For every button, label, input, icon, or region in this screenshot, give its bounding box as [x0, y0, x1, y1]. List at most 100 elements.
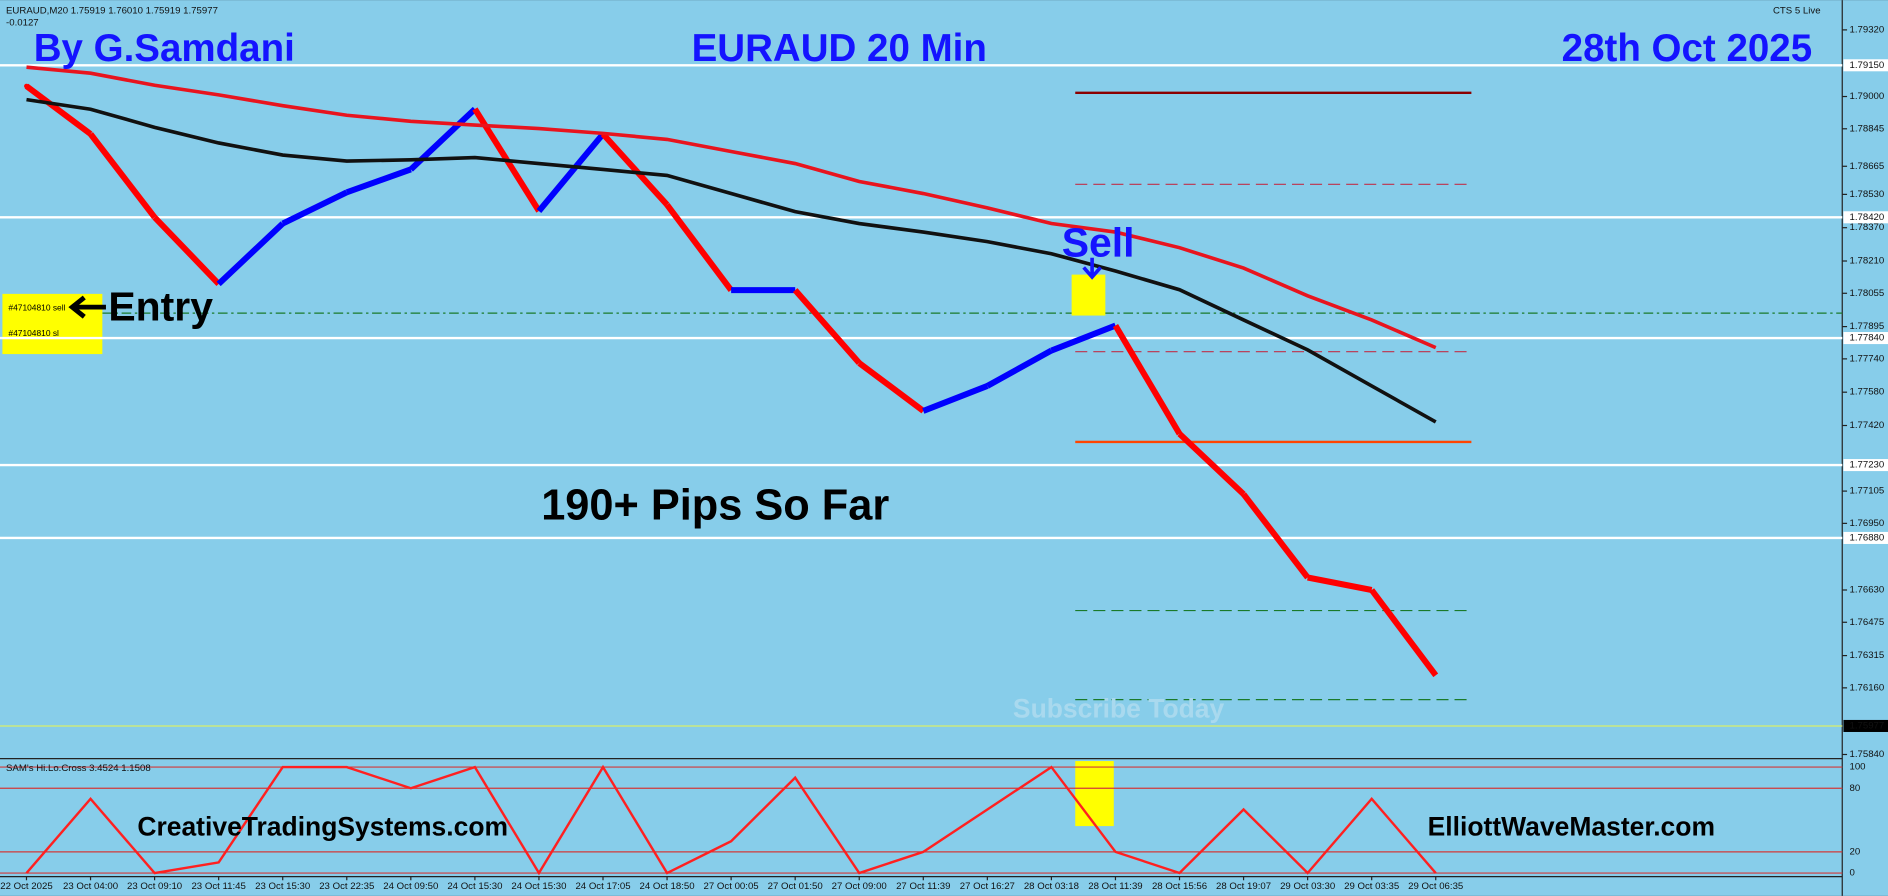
date: 28th Oct 2025	[1562, 27, 1812, 70]
site-left: CreativeTradingSystems.com	[137, 811, 508, 841]
entry-arrow	[68, 295, 106, 319]
y-tick-label: 1.78055	[1849, 288, 1884, 299]
x-tick-label: 24 Oct 15:30	[447, 881, 502, 892]
level-label: 1.76880	[1849, 532, 1884, 543]
x-tick-label: 23 Oct 09:10	[127, 881, 182, 892]
price-segment	[600, 131, 670, 207]
level-box	[1843, 459, 1888, 472]
price-segment	[792, 288, 862, 366]
x-tick-label: 23 Oct 11:45	[191, 881, 245, 892]
level-box	[1843, 332, 1888, 345]
oscillator	[25, 764, 1437, 876]
x-tick-label: 28 Oct 11:39	[1088, 881, 1142, 892]
entry-box	[2, 293, 103, 355]
sell-label: Sell	[1062, 220, 1135, 266]
marks	[0, 64, 1843, 876]
x-tick-label: 29 Oct 06:35	[1408, 881, 1463, 892]
level-box	[1843, 531, 1888, 544]
last-price-box	[1843, 719, 1888, 732]
y-tick-label: 1.77420	[1849, 420, 1884, 431]
y-tick-label: 1.79000	[1849, 91, 1884, 102]
x-tick-label: 22 Oct 2025	[0, 881, 52, 892]
osc-tick-label: 80	[1849, 783, 1860, 794]
price-segment	[1177, 431, 1246, 497]
price-segment	[1112, 324, 1183, 436]
price-segment	[664, 202, 734, 292]
x-tick-label: 24 Oct 18:50	[639, 881, 694, 892]
y-tick-label: 1.77895	[1849, 321, 1884, 332]
y-tick-label: 1.77740	[1849, 353, 1884, 364]
y-tick-label: 1.78665	[1849, 161, 1884, 172]
pips-label: 190+ Pips So Far	[541, 482, 889, 530]
price-segment	[24, 83, 93, 137]
price-segment	[1369, 588, 1439, 678]
x-tick-label: 24 Oct 15:30	[511, 881, 566, 892]
x-tick-label: 27 Oct 11:39	[896, 881, 950, 892]
x-tick-label: 23 Oct 15:30	[255, 881, 310, 892]
price-segment	[345, 166, 412, 196]
price-segment	[1050, 322, 1117, 354]
x-tick-label: 28 Oct 03:18	[1024, 881, 1079, 892]
sell-arrow	[1082, 257, 1102, 280]
y-tick-label: 1.76315	[1849, 650, 1884, 661]
x-tick-label: 29 Oct 03:35	[1344, 881, 1399, 892]
site-right: ElliottWaveMaster.com	[1428, 811, 1715, 841]
price-segment	[536, 132, 606, 213]
slow-ma	[26, 65, 1437, 350]
x-tick-label: 23 Oct 22:35	[319, 881, 374, 892]
subscribe-label: Subscribe Today	[1013, 693, 1225, 723]
level-label: 1.77230	[1849, 460, 1884, 471]
y-tick-label: 1.76950	[1849, 518, 1884, 529]
y-tick-label: 1.78370	[1849, 222, 1884, 233]
order-sell: #47104810 sell	[8, 303, 65, 313]
osc-highlight	[1075, 761, 1114, 827]
author: By G.Samdani	[34, 27, 295, 70]
price-segment	[1307, 574, 1373, 593]
level-box	[1843, 59, 1888, 72]
header: EURAUD,M20 1.75919 1.76010 1.75919 1.759…	[6, 5, 218, 16]
x-tick-label: 27 Oct 00:05	[704, 881, 759, 892]
y-tick-label: 1.78845	[1849, 123, 1884, 134]
price-segment	[1241, 492, 1311, 580]
x-tick-label: 28 Oct 15:56	[1152, 881, 1207, 892]
y-tick-label: 1.78530	[1849, 189, 1884, 200]
x-tick-label: 24 Oct 17:05	[575, 881, 630, 892]
mid-ma	[26, 97, 1437, 424]
y-tick-label: 1.75840	[1849, 749, 1884, 760]
change: -0.0127	[6, 18, 39, 29]
y-tick-label: 1.79320	[1849, 24, 1884, 35]
x-tick-label: 29 Oct 03:30	[1280, 881, 1335, 892]
y-tick-label: 1.77105	[1849, 486, 1884, 497]
entry-label: Entry	[108, 283, 213, 329]
price-segment	[88, 132, 157, 220]
y-tick-label: 1.76630	[1849, 585, 1884, 596]
price-segment	[216, 221, 285, 287]
badge: CTS 5 Live	[1773, 5, 1821, 16]
price-segment	[152, 215, 221, 286]
last-price-label: 1.75977	[1849, 721, 1884, 732]
y-tick-label: 1.78210	[1849, 256, 1884, 267]
x-tick-label: 27 Oct 01:50	[768, 881, 823, 892]
osc-tick-label: 20	[1849, 846, 1860, 857]
level-box	[1843, 211, 1888, 224]
sell-highlight	[1071, 274, 1106, 316]
y-tick-label: 1.76160	[1849, 682, 1884, 693]
x-tick-label: 27 Oct 16:27	[960, 881, 1015, 892]
level-label: 1.79150	[1849, 60, 1884, 71]
price-segment	[922, 383, 989, 414]
x-tick-label: 28 Oct 19:07	[1216, 881, 1271, 892]
price-segment	[281, 189, 349, 227]
y-tick-label: 1.77580	[1849, 387, 1884, 398]
osc-tick-label: 100	[1849, 762, 1865, 773]
x-tick-label: 24 Oct 09:50	[383, 881, 438, 892]
chart-title: EURAUD 20 Min	[692, 27, 987, 70]
osc-name: SAM's Hi.Lo.Cross 3.4524 1.1508	[6, 763, 151, 774]
level-label: 1.77840	[1849, 333, 1884, 344]
osc-tick-label: 0	[1849, 868, 1854, 879]
order-sl: #47104810 sl	[8, 328, 59, 338]
x-tick-label: 23 Oct 04:00	[63, 881, 118, 892]
level-label: 1.78420	[1849, 212, 1884, 223]
